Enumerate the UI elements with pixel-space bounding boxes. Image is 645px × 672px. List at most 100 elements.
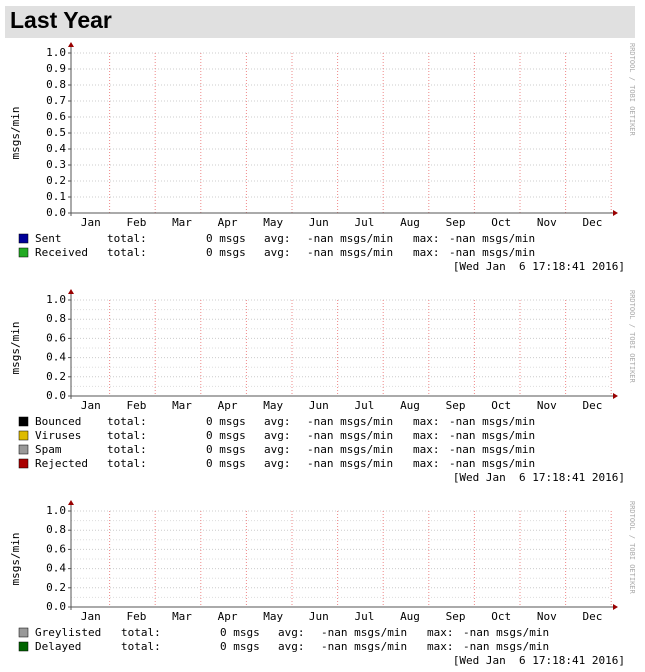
x-tick-label: Jan [81,399,101,412]
x-tick-label: Dec [582,610,602,623]
x-tick-label: Aug [400,610,420,623]
x-tick-label: Jul [354,216,374,229]
legend-swatch [18,233,29,244]
legend-name: Sent [35,232,62,245]
y-tick-label: 1.0 [46,504,66,517]
legend-total-label: total: [107,443,147,456]
y-tick-label: 0.0 [46,600,66,613]
y-axis-arrow [68,289,74,294]
y-tick-label: 0.8 [46,78,66,91]
header-bar [5,6,635,38]
legend-total: 0 msgs [206,443,246,456]
y-tick-label: 0.0 [46,206,66,219]
legend-swatch [18,641,29,652]
watermark: RRDTOOL / TOBI OETIKER [628,43,636,137]
legend-max: -nan msgs/min [449,457,535,470]
x-axis-arrow [613,604,618,610]
x-tick-label: Oct [491,216,511,229]
y-tick-label: 1.0 [46,46,66,59]
x-tick-label: Feb [126,610,146,623]
x-tick-label: Mar [172,399,192,412]
x-tick-label: Nov [537,610,557,623]
x-tick-label: Aug [400,216,420,229]
legend-total-label: total: [121,626,161,639]
x-tick-label: Sep [446,216,466,229]
x-tick-label: Oct [491,399,511,412]
watermark: RRDTOOL / TOBI OETIKER [628,501,636,595]
legend-total-label: total: [107,232,147,245]
y-tick-label: 0.2 [46,174,66,187]
legend-max: -nan msgs/min [449,246,535,259]
legend-swatch [18,627,29,638]
x-tick-label: Mar [172,610,192,623]
legend-max-label: max: [413,443,440,456]
timestamp: [Wed Jan 6 17:18:41 2016] [453,471,625,484]
y-tick-label: 0.4 [46,142,66,155]
legend-total: 0 msgs [206,457,246,470]
y-tick-label: 0.6 [46,331,66,344]
legend-name: Rejected [35,457,88,470]
x-tick-label: Oct [491,610,511,623]
x-tick-label: Jun [309,610,329,623]
y-tick-label: 0.5 [46,126,66,139]
legend-avg: -nan msgs/min [307,443,393,456]
x-axis-arrow [613,210,618,216]
x-tick-label: Apr [218,399,238,412]
legend-avg-label: avg: [264,246,291,259]
y-tick-label: 0.2 [46,370,66,383]
legend-avg-label: avg: [264,232,291,245]
legend-avg: -nan msgs/min [307,415,393,428]
x-tick-label: May [263,216,283,229]
y-axis-label: msgs/min [9,107,22,160]
legend-max: -nan msgs/min [449,415,535,428]
x-tick-label: Nov [537,216,557,229]
y-tick-label: 0.9 [46,62,66,75]
x-tick-label: Aug [400,399,420,412]
x-tick-label: Jan [81,610,101,623]
legend-avg: -nan msgs/min [307,429,393,442]
legend-max: -nan msgs/min [449,429,535,442]
legend-max: -nan msgs/min [449,232,535,245]
timestamp: [Wed Jan 6 17:18:41 2016] [453,260,625,273]
legend-avg-label: avg: [264,443,291,456]
x-tick-label: May [263,610,283,623]
timestamp: [Wed Jan 6 17:18:41 2016] [453,654,625,667]
x-tick-label: Sep [446,610,466,623]
y-axis-label: msgs/min [9,322,22,375]
x-tick-label: Jul [354,610,374,623]
x-axis-arrow [613,393,618,399]
x-tick-label: May [263,399,283,412]
legend-max-label: max: [413,246,440,259]
legend-max-label: max: [413,232,440,245]
legend-avg-label: avg: [278,626,305,639]
legend-total: 0 msgs [206,415,246,428]
legend-max-label: max: [413,415,440,428]
y-tick-label: 0.6 [46,110,66,123]
legend-swatch [18,430,29,441]
x-tick-label: Mar [172,216,192,229]
legend-total-label: total: [121,640,161,653]
y-tick-label: 0.7 [46,94,66,107]
y-tick-label: 0.2 [46,581,66,594]
legend-max: -nan msgs/min [463,626,549,639]
legend-total: 0 msgs [220,640,260,653]
y-tick-label: 0.8 [46,312,66,325]
y-tick-label: 1.0 [46,293,66,306]
legend-total-label: total: [107,415,147,428]
legend-avg: -nan msgs/min [307,457,393,470]
y-tick-label: 0.4 [46,562,66,575]
legend-max-label: max: [427,640,454,653]
y-axis-arrow [68,42,74,47]
y-tick-label: 0.4 [46,351,66,364]
legend-name: Bounced [35,415,81,428]
legend-total-label: total: [107,457,147,470]
y-tick-label: 0.1 [46,190,66,203]
legend-max-label: max: [413,429,440,442]
legend-max: -nan msgs/min [449,443,535,456]
legend-total: 0 msgs [220,626,260,639]
legend-total-label: total: [107,429,147,442]
y-tick-label: 0.0 [46,389,66,402]
y-tick-label: 0.6 [46,542,66,555]
y-tick-label: 0.3 [46,158,66,171]
